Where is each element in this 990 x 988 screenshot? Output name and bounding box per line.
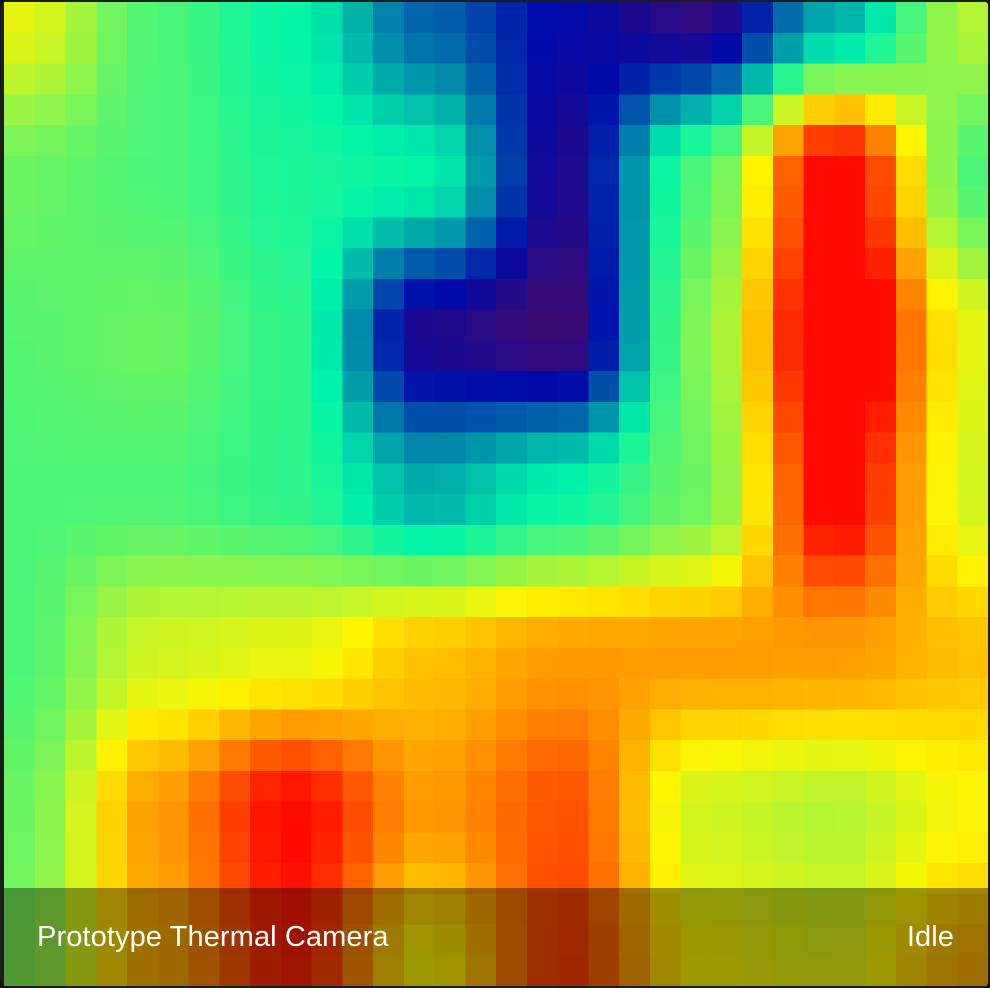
camera-name: Prototype Thermal Camera — [37, 920, 389, 953]
caption-bar: Prototype Thermal Camera Idle — [4, 888, 988, 986]
thermal-heatmap-canvas — [4, 2, 988, 986]
camera-state: Idle — [906, 920, 954, 953]
thermal-image — [4, 2, 988, 986]
